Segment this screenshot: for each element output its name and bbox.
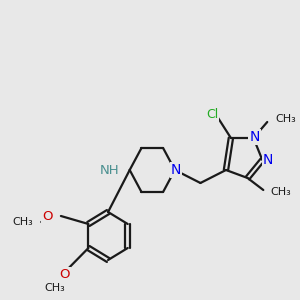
Text: CH₃: CH₃ — [275, 114, 296, 124]
Text: CH₃: CH₃ — [13, 217, 33, 227]
Text: O: O — [43, 211, 53, 224]
Text: NH: NH — [100, 164, 120, 178]
Text: CH₃: CH₃ — [45, 283, 65, 293]
Text: CH₃: CH₃ — [270, 187, 291, 197]
Text: N: N — [249, 130, 260, 144]
Text: N: N — [263, 153, 273, 167]
Text: N: N — [171, 163, 181, 177]
Text: O: O — [60, 268, 70, 281]
Text: Cl: Cl — [206, 109, 218, 122]
